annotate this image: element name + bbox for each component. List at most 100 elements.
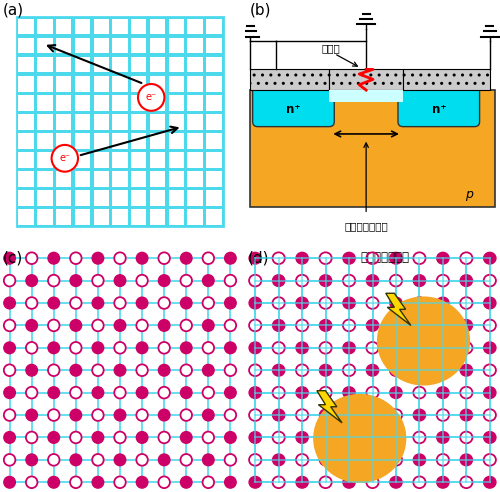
Circle shape	[296, 365, 308, 376]
Circle shape	[296, 431, 308, 443]
Bar	[131, 133, 146, 149]
Circle shape	[437, 454, 449, 466]
Circle shape	[460, 476, 472, 488]
Circle shape	[224, 454, 236, 466]
Circle shape	[320, 387, 332, 399]
Bar	[250, 69, 329, 90]
Circle shape	[136, 409, 148, 421]
Bar	[131, 95, 146, 111]
Bar	[206, 95, 222, 111]
Circle shape	[390, 387, 402, 399]
Circle shape	[158, 275, 170, 286]
Circle shape	[390, 320, 402, 331]
Circle shape	[460, 409, 472, 421]
Bar	[18, 57, 34, 72]
Circle shape	[70, 275, 82, 286]
Circle shape	[114, 275, 126, 286]
Circle shape	[249, 252, 262, 264]
Bar	[75, 114, 90, 129]
Circle shape	[296, 387, 308, 399]
Bar	[94, 95, 109, 111]
Circle shape	[390, 476, 402, 488]
Bar	[188, 171, 203, 186]
Bar	[56, 209, 72, 225]
Bar	[75, 209, 90, 225]
Circle shape	[180, 275, 192, 286]
Circle shape	[136, 476, 148, 488]
Circle shape	[202, 476, 214, 488]
Circle shape	[224, 365, 236, 376]
Circle shape	[26, 365, 38, 376]
Circle shape	[114, 431, 126, 443]
Circle shape	[180, 320, 192, 331]
Bar	[188, 57, 203, 72]
Circle shape	[343, 297, 355, 309]
Bar	[131, 171, 146, 186]
Circle shape	[296, 454, 308, 466]
Circle shape	[114, 409, 126, 421]
Circle shape	[414, 342, 426, 354]
Circle shape	[460, 365, 472, 376]
Bar	[94, 133, 109, 149]
Bar	[18, 114, 34, 129]
Circle shape	[378, 297, 470, 385]
Circle shape	[460, 320, 472, 331]
Circle shape	[70, 409, 82, 421]
Circle shape	[70, 476, 82, 488]
Circle shape	[224, 297, 236, 309]
Bar	[56, 76, 72, 92]
Circle shape	[437, 409, 449, 421]
Circle shape	[48, 409, 60, 421]
Text: e⁻: e⁻	[146, 92, 157, 102]
Bar	[56, 19, 72, 34]
Circle shape	[4, 297, 16, 309]
Circle shape	[4, 387, 16, 399]
Bar	[206, 19, 222, 34]
Circle shape	[114, 387, 126, 399]
Circle shape	[343, 454, 355, 466]
Circle shape	[136, 342, 148, 354]
Circle shape	[272, 275, 285, 286]
Circle shape	[224, 431, 236, 443]
Bar	[168, 95, 184, 111]
Circle shape	[202, 454, 214, 466]
Bar	[206, 133, 222, 149]
Circle shape	[460, 431, 472, 443]
Circle shape	[48, 320, 60, 331]
Circle shape	[414, 476, 426, 488]
Polygon shape	[386, 293, 411, 325]
Circle shape	[249, 342, 262, 354]
Circle shape	[343, 387, 355, 399]
Circle shape	[272, 409, 285, 421]
Circle shape	[4, 365, 16, 376]
Bar	[150, 95, 165, 111]
Bar	[131, 114, 146, 129]
Bar	[75, 19, 90, 34]
Bar	[94, 190, 109, 206]
Bar	[94, 171, 109, 186]
Circle shape	[320, 252, 332, 264]
Bar	[206, 114, 222, 129]
Circle shape	[158, 431, 170, 443]
Bar	[206, 209, 222, 225]
Bar	[75, 133, 90, 149]
Circle shape	[320, 454, 332, 466]
Bar	[131, 38, 146, 54]
Circle shape	[180, 454, 192, 466]
Circle shape	[202, 342, 214, 354]
Circle shape	[92, 342, 104, 354]
Circle shape	[136, 275, 148, 286]
Circle shape	[390, 252, 402, 264]
Circle shape	[296, 342, 308, 354]
Circle shape	[48, 454, 60, 466]
Bar	[37, 114, 52, 129]
Circle shape	[296, 320, 308, 331]
Circle shape	[249, 431, 262, 443]
Bar	[206, 152, 222, 168]
Text: (d): (d)	[248, 251, 269, 266]
Bar	[168, 76, 184, 92]
Circle shape	[224, 252, 236, 264]
Circle shape	[272, 320, 285, 331]
Text: e⁻: e⁻	[59, 154, 70, 163]
Circle shape	[4, 320, 16, 331]
